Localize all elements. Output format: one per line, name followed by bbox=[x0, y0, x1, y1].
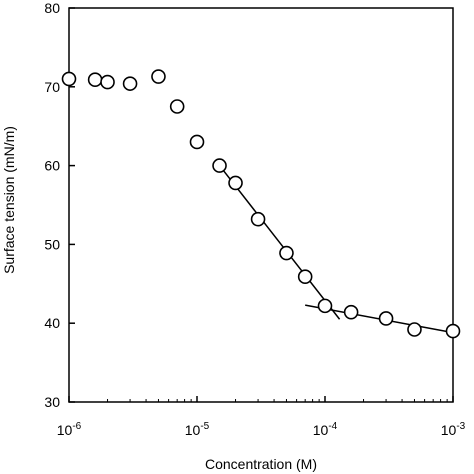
x-tick-exponent: -6 bbox=[72, 421, 81, 432]
plot-area bbox=[68, 7, 454, 403]
data-point bbox=[250, 211, 266, 227]
y-tick-label: 40 bbox=[44, 315, 60, 331]
y-axis-title: Surface tension (mN/m) bbox=[1, 126, 17, 274]
data-point bbox=[297, 269, 313, 285]
x-tick-label: 10-6 bbox=[57, 421, 82, 438]
data-point bbox=[61, 71, 77, 87]
data-point bbox=[212, 158, 227, 173]
data-point bbox=[151, 69, 166, 84]
data-point bbox=[228, 175, 243, 191]
x-tick-label: 10-4 bbox=[313, 421, 338, 438]
data-point bbox=[279, 245, 294, 261]
data-point bbox=[343, 304, 359, 320]
x-tick-label: 10-5 bbox=[185, 421, 210, 438]
data-point bbox=[378, 311, 394, 326]
data-point bbox=[122, 76, 138, 91]
fit-line bbox=[218, 165, 341, 320]
data-point bbox=[169, 99, 185, 114]
x-tick-base: 10 bbox=[57, 422, 73, 438]
x-tick-exponent: -3 bbox=[456, 421, 465, 432]
x-tick-base: 10 bbox=[185, 422, 201, 438]
y-tick-label: 50 bbox=[44, 236, 60, 252]
data-point bbox=[317, 298, 333, 314]
data-point bbox=[189, 134, 205, 150]
x-tick-base: 10 bbox=[441, 422, 457, 438]
y-tick-label: 80 bbox=[44, 0, 60, 16]
plot-frame bbox=[68, 7, 454, 403]
y-tick-label: 30 bbox=[44, 394, 60, 410]
x-tick-base: 10 bbox=[313, 422, 329, 438]
data-point bbox=[87, 72, 103, 88]
fit-lines bbox=[218, 165, 454, 334]
data-point bbox=[445, 323, 461, 339]
x-tick-exponent: -4 bbox=[328, 421, 337, 432]
x-axis-title: Concentration (M) bbox=[205, 456, 317, 472]
data-points bbox=[61, 69, 461, 339]
y-tick-label: 60 bbox=[44, 158, 60, 174]
data-point bbox=[407, 322, 422, 337]
data-point bbox=[100, 74, 115, 90]
y-tick-label: 70 bbox=[44, 79, 60, 95]
x-tick-label: 10-3 bbox=[441, 421, 466, 438]
x-tick-exponent: -5 bbox=[200, 421, 209, 432]
